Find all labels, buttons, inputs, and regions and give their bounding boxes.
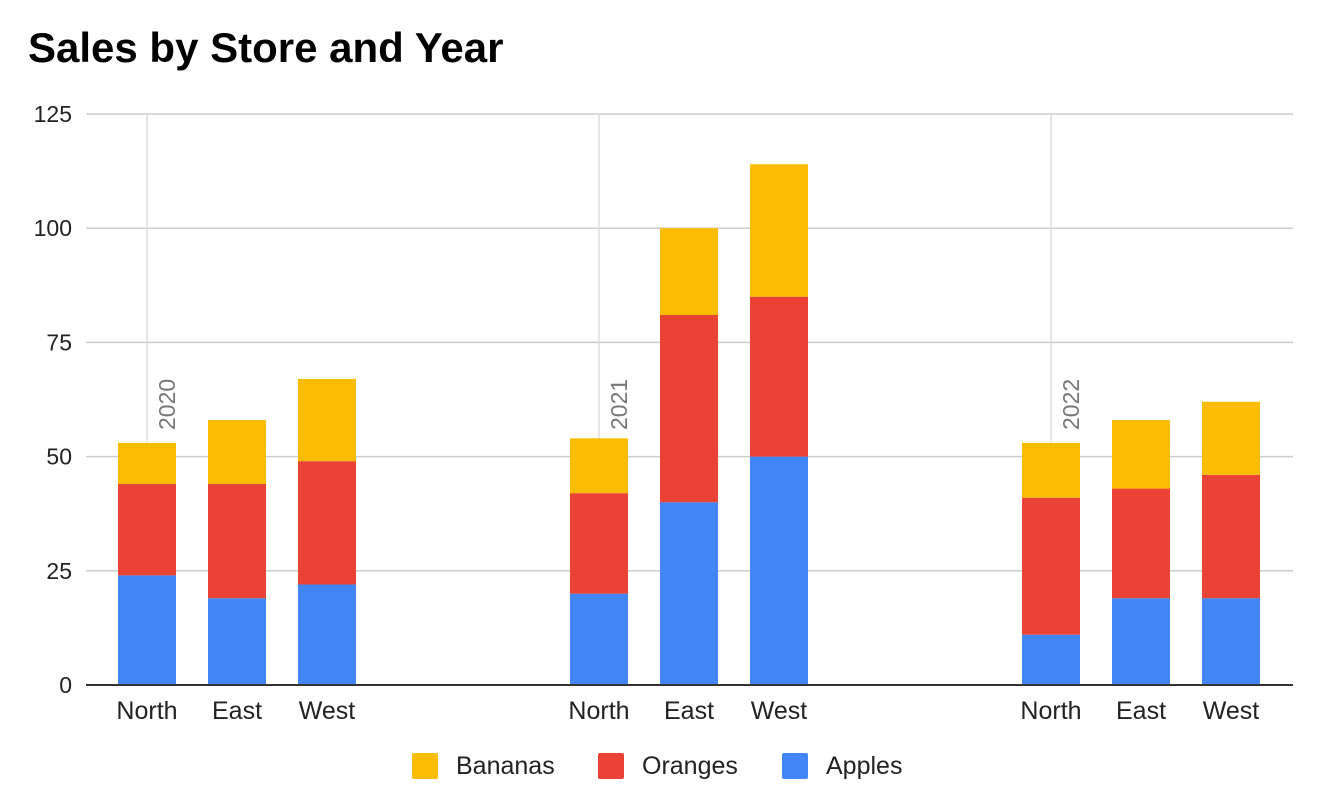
legend-label: Bananas [456, 752, 555, 780]
y-tick-label: 25 [46, 558, 72, 584]
bar-segment-apples [118, 575, 176, 685]
y-tick-label: 100 [34, 215, 72, 241]
bar-segment-oranges [1202, 474, 1260, 599]
group-label: 2021 [606, 379, 632, 430]
legend-swatch-oranges [598, 753, 624, 779]
bar-segment-oranges [660, 314, 718, 503]
x-category-label: West [751, 697, 808, 725]
group-label: 2020 [154, 379, 180, 430]
x-category-label: North [568, 697, 629, 725]
bar-segment-oranges [1022, 497, 1080, 635]
bar-segment-apples [750, 456, 808, 685]
bar-segment-bananas [1202, 401, 1260, 475]
bar-segment-bananas [750, 164, 808, 297]
legend-label: Apples [826, 752, 902, 780]
bar-segment-bananas [1022, 442, 1080, 498]
bar-segment-bananas [1112, 420, 1170, 489]
y-tick-label: 125 [34, 101, 72, 127]
x-category-label: East [212, 697, 262, 725]
legend-label: Oranges [642, 752, 738, 780]
bar-segment-bananas [660, 228, 718, 315]
bar-segment-oranges [570, 493, 628, 594]
labels: 0 25 50 75 100 125 2020 North East West 2021 North E… [34, 101, 1260, 725]
bar-segment-apples [1202, 598, 1260, 685]
x-category-label: East [1116, 697, 1166, 725]
bar-segment-apples [208, 598, 266, 685]
bar-segment-apples [1112, 598, 1170, 685]
bars [118, 164, 1260, 685]
x-category-label: North [116, 697, 177, 725]
bar-segment-bananas [118, 442, 176, 485]
y-tick-label: 0 [59, 672, 72, 698]
y-tick-label: 50 [46, 444, 72, 470]
legend-swatch-apples [782, 753, 808, 779]
bar-segment-bananas [208, 420, 266, 485]
bar-segment-oranges [208, 484, 266, 599]
bar-segment-apples [298, 584, 356, 685]
x-category-label: North [1020, 697, 1081, 725]
x-category-label: West [1203, 697, 1260, 725]
group-label: 2022 [1058, 379, 1084, 430]
legend: Bananas Oranges Apples [412, 752, 902, 780]
y-tick-label: 75 [46, 329, 72, 355]
bar-segment-oranges [1112, 488, 1170, 599]
bar-segment-apples [660, 502, 718, 685]
bar-segment-apples [570, 593, 628, 685]
bar-segment-oranges [298, 461, 356, 585]
x-category-label: West [299, 697, 356, 725]
bar-segment-bananas [298, 378, 356, 462]
bar-segment-bananas [570, 438, 628, 494]
chart-title: Sales by Store and Year [28, 24, 504, 71]
bar-segment-oranges [750, 296, 808, 457]
bar-segment-apples [1022, 634, 1080, 685]
x-category-label: East [664, 697, 714, 725]
bar-segment-oranges [118, 484, 176, 576]
legend-swatch-bananas [412, 753, 438, 779]
